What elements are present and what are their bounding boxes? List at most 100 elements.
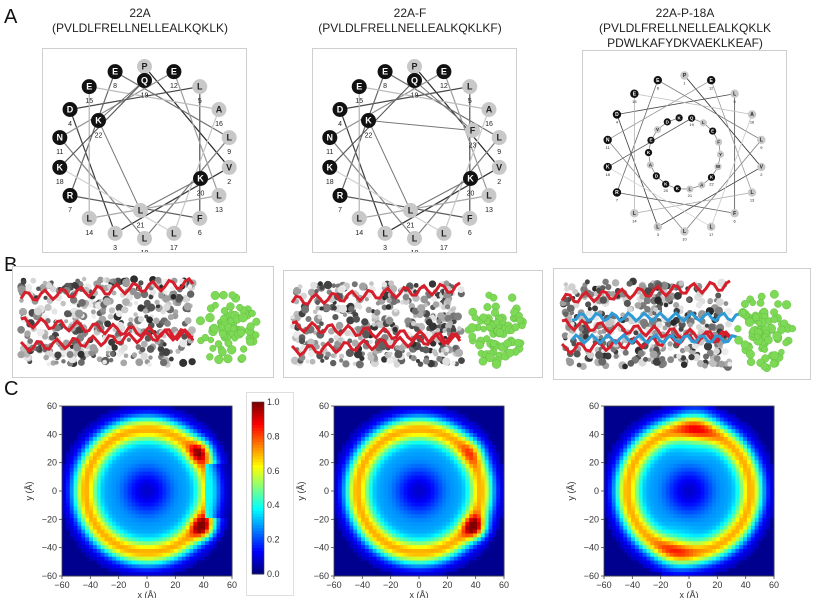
heatmap-cell	[201, 456, 206, 461]
heatmap-cell	[384, 510, 389, 515]
heatmap-cell	[162, 406, 167, 411]
heatmap-cell	[357, 502, 362, 507]
lipid-atom	[368, 339, 373, 344]
heatmap-cell	[158, 467, 163, 473]
heatmap-cell	[399, 510, 404, 515]
lipid-atom	[680, 361, 688, 368]
residue-letter: E	[171, 67, 177, 77]
heatmap-cell	[147, 429, 152, 434]
heatmap-cell	[127, 506, 132, 511]
heatmap-cell	[150, 406, 156, 411]
heatmap-cell	[388, 560, 393, 565]
lipid-atom	[179, 339, 188, 348]
heatmap-cell	[341, 406, 346, 411]
heatmap-cell	[345, 440, 350, 446]
heatmap-cell	[407, 448, 412, 453]
heatmap-cell	[197, 444, 202, 449]
heatmap-cell	[135, 436, 140, 442]
lipid-atom	[673, 302, 680, 309]
heatmap-cell	[391, 556, 397, 561]
heatmap-cell	[81, 510, 86, 515]
lipid-atom	[19, 298, 24, 303]
heatmap-cell	[77, 417, 82, 422]
heatmap-cell	[135, 518, 140, 523]
heatmap-cell	[422, 463, 428, 469]
heatmap-cell	[364, 433, 370, 438]
lipid-atom	[435, 327, 441, 333]
heatmap-cell	[368, 537, 374, 542]
heatmap-cell	[384, 514, 389, 519]
heatmap-cell	[224, 452, 229, 457]
heatmap-cell	[62, 409, 67, 415]
heatmap-cell	[170, 560, 175, 565]
heatmap-cell	[131, 556, 136, 561]
residue-E	[647, 136, 655, 144]
heatmap-cell	[353, 560, 358, 565]
colorbar-step	[252, 490, 264, 495]
heatmap-cell	[162, 568, 167, 573]
heatmap-cell	[197, 456, 202, 461]
heatmap-cell	[337, 444, 343, 449]
heatmap-cell	[228, 479, 233, 484]
heatmap-cell	[112, 471, 117, 476]
heatmap-cell	[170, 448, 175, 453]
heatmap-cell	[216, 475, 221, 480]
heatmap-cell	[411, 533, 416, 538]
lipid-atom	[298, 337, 306, 345]
lipid-atom	[120, 359, 128, 367]
residue-number: 11	[606, 145, 611, 150]
heatmap-cell	[177, 491, 183, 496]
heatmap-cell	[380, 475, 385, 480]
lipid-atom	[662, 325, 668, 331]
heatmap-cell	[212, 568, 217, 573]
heatmap-cell	[127, 448, 132, 453]
heatmap-cell	[384, 560, 389, 565]
heatmap-cell	[384, 467, 389, 473]
heatmap-cell	[69, 471, 74, 476]
heatmap-cell	[69, 483, 74, 488]
lipid-atom	[371, 322, 376, 327]
lipid-atom	[595, 350, 604, 360]
heatmap-cell	[92, 475, 98, 480]
heatmap-cell	[388, 506, 393, 511]
heatmap-cell	[422, 541, 428, 546]
lipid-atom	[455, 348, 464, 357]
heatmap-cell	[143, 406, 148, 411]
heatmap-cell	[119, 479, 125, 484]
heatmap-cell	[162, 529, 167, 534]
heatmap-cell	[81, 417, 86, 422]
lipid-atom	[430, 295, 437, 302]
heatmap-cell	[204, 498, 210, 503]
heatmap-cell	[334, 521, 339, 527]
heatmap-cell	[216, 448, 221, 453]
heatmap-cell	[380, 436, 385, 442]
lipid-atom	[146, 316, 153, 324]
heatmap-cell	[220, 452, 225, 457]
heatmap-cell	[361, 483, 366, 488]
heatmap-cell	[208, 494, 214, 500]
heatmap-cell	[181, 483, 187, 488]
heatmap-cell	[170, 406, 175, 411]
lipid-atom	[568, 283, 576, 291]
heatmap-cell	[92, 471, 98, 476]
heatmap-cell	[341, 425, 346, 430]
heatmap-cell	[116, 467, 121, 473]
heatmap-cell	[139, 448, 144, 453]
heatmap-cell	[399, 521, 404, 527]
heatmap-cell	[388, 491, 393, 496]
heatmap-cell	[139, 479, 144, 484]
heatmap-cell	[403, 556, 408, 561]
heatmap-cell	[108, 491, 113, 496]
colorbar-step	[252, 539, 264, 543]
heatmap-cell	[170, 525, 175, 531]
heatmap-cell	[415, 491, 420, 496]
heatmap-cell	[139, 572, 144, 577]
heatmap-cell	[341, 487, 346, 492]
heatmap-cell	[341, 564, 346, 569]
heatmap-cell	[92, 502, 98, 507]
heatmap-cell	[112, 568, 117, 573]
heatmap-cell	[185, 483, 190, 488]
heatmap-cell	[407, 421, 412, 426]
heatmap-cell	[395, 545, 401, 550]
heatmap-cell	[96, 529, 102, 534]
